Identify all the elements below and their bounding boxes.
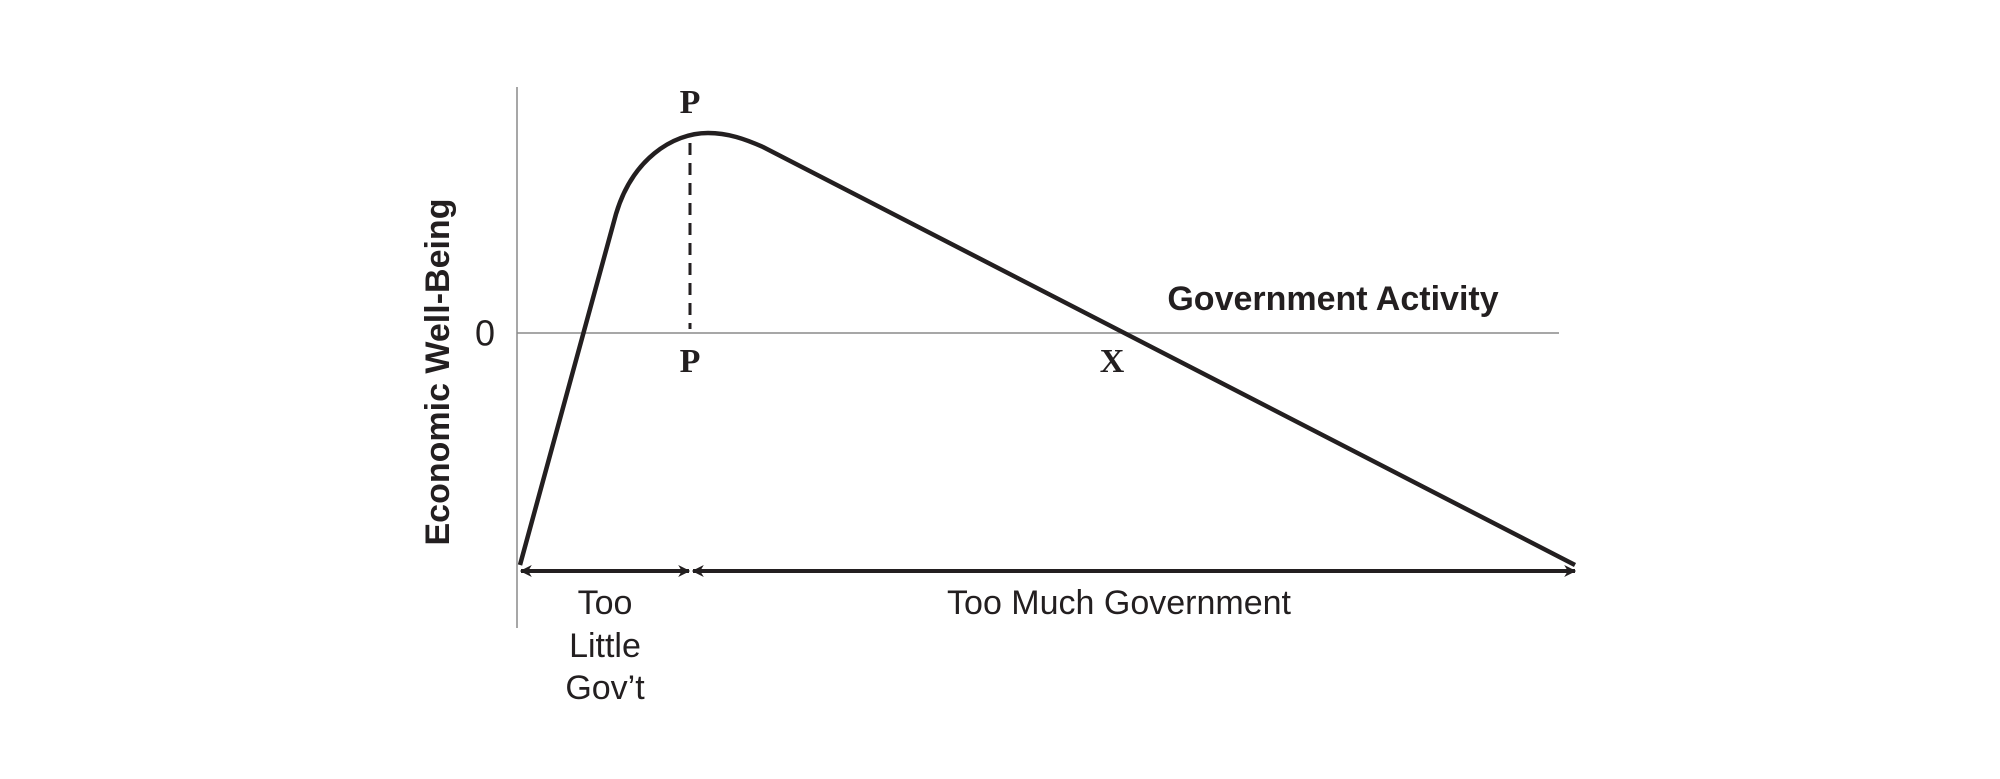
well-being-curve — [517, 130, 1577, 568]
y-axis-label: Economic Well-Being — [419, 199, 457, 546]
region-label: Too Much Government — [947, 584, 1291, 622]
region-label: Little — [569, 627, 641, 665]
zero-label: 0 — [475, 313, 495, 354]
crossing-label: X — [1100, 343, 1125, 380]
x-axis-label: Government Activity — [1167, 280, 1498, 318]
peak-label: P — [680, 343, 701, 380]
region-label: Gov’t — [565, 669, 645, 707]
peak-label: P — [680, 84, 701, 121]
region-label: Too — [578, 584, 633, 622]
